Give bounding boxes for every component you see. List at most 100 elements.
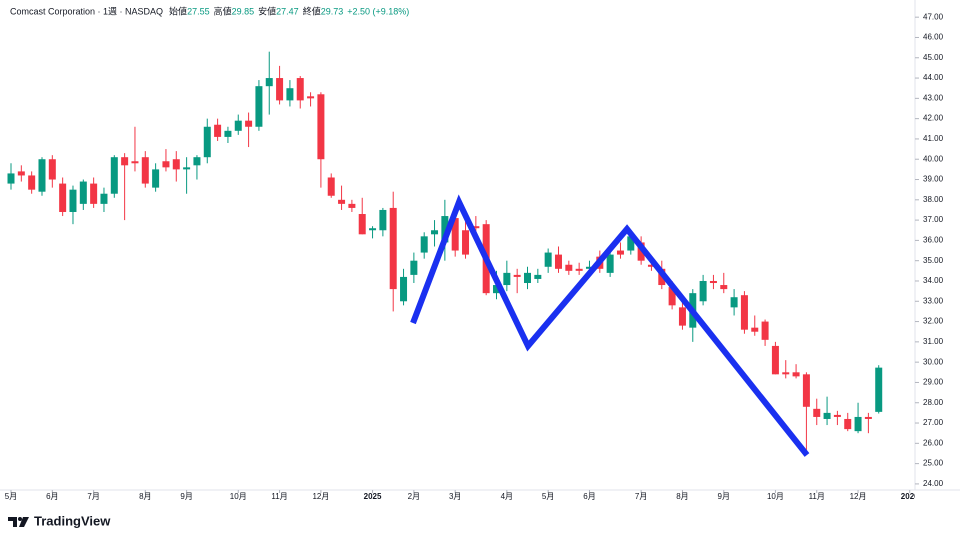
- candle-body: [875, 367, 883, 412]
- candle-body: [441, 216, 449, 243]
- logo: TradingView: [8, 513, 111, 528]
- legend-label: 始値: [169, 5, 187, 16]
- candle-body: [234, 120, 242, 131]
- x-tick-label: 6月: [46, 492, 58, 501]
- candle-body: [338, 199, 346, 204]
- legend-value: 29.73: [321, 6, 344, 16]
- candle-body: [833, 414, 841, 417]
- candle-body: [214, 124, 222, 137]
- candle-body: [296, 78, 304, 101]
- candle-body: [802, 374, 810, 407]
- y-tick-label: 31.00: [923, 337, 944, 346]
- chart-title: Comcast Corporation · 1週 · NASDAQ: [10, 6, 163, 16]
- y-tick-label: 43.00: [923, 93, 944, 102]
- candle-body: [121, 157, 129, 166]
- x-tick-label: 9月: [718, 492, 730, 501]
- x-tick-label: 11月: [271, 492, 287, 501]
- candle-body: [575, 268, 583, 271]
- y-tick-label: 42.00: [923, 114, 944, 123]
- x-tick-label: 7月: [635, 492, 647, 501]
- candle-body: [110, 157, 118, 194]
- y-tick-label: 39.00: [923, 175, 944, 184]
- x-tick-label: 8月: [676, 492, 688, 501]
- candle-body: [69, 189, 77, 212]
- candle-body: [472, 226, 480, 229]
- candle-body: [265, 78, 273, 87]
- y-tick-label: 30.00: [923, 357, 944, 366]
- y-tick-label: 32.00: [923, 317, 944, 326]
- candle-body: [554, 254, 562, 269]
- candle-body: [276, 78, 284, 101]
- y-tick-label: 47.00: [923, 12, 944, 21]
- candle-body: [358, 214, 366, 235]
- y-tick-label: 27.00: [923, 418, 944, 427]
- brand-name: TradingView: [34, 513, 111, 528]
- x-tick-label: 9月: [180, 492, 192, 501]
- candle-body: [152, 169, 160, 188]
- candle-body: [141, 157, 149, 184]
- candle-body: [90, 183, 98, 204]
- time-axis: 5月 6月 7月 8月 9月 10月 11月 12月 2025 2月 3月 4月 5月 6月 7月 8月 9月 1…: [5, 490, 915, 501]
- legend-label: 高値: [214, 5, 232, 16]
- y-tick-label: 45.00: [923, 53, 944, 62]
- legend-change: +2.50 (+9.18%): [347, 6, 409, 16]
- candle-body: [100, 193, 108, 204]
- y-tick-label: 40.00: [923, 154, 944, 163]
- x-tick-label: 4月: [501, 492, 513, 501]
- legend-label: 安値: [258, 5, 276, 16]
- candle-body: [255, 86, 263, 127]
- candle-body: [616, 250, 624, 255]
- candle-body: [431, 230, 439, 235]
- candle-body: [854, 416, 862, 432]
- candle-body: [462, 230, 470, 255]
- candle-body: [513, 274, 521, 277]
- candle-body: [627, 236, 635, 251]
- candle-body: [307, 96, 315, 99]
- y-tick-label: 37.00: [923, 215, 944, 224]
- y-tick-label: 28.00: [923, 398, 944, 407]
- candle-body: [389, 207, 397, 290]
- candle-body: [844, 418, 852, 430]
- candle-body: [379, 209, 387, 231]
- candle-body: [400, 276, 408, 302]
- candle-body: [79, 181, 87, 204]
- candle-body: [585, 266, 593, 269]
- candle-body: [348, 203, 356, 208]
- candle-body: [172, 159, 180, 170]
- candle-body: [720, 285, 728, 290]
- candle-body: [203, 126, 211, 158]
- candle-body: [730, 297, 738, 308]
- candle-body: [565, 264, 573, 271]
- candle-body: [792, 372, 800, 377]
- legend-value: 27.55: [187, 6, 210, 16]
- candle-body: [317, 94, 325, 160]
- candles: [7, 51, 883, 452]
- y-tick-label: 35.00: [923, 256, 944, 265]
- y-tick-label: 44.00: [923, 73, 944, 82]
- candle-body: [813, 408, 821, 417]
- candle-body: [751, 327, 759, 332]
- candle-body: [327, 177, 335, 196]
- drawn-trendline: [410, 194, 810, 457]
- candle-body: [699, 280, 707, 302]
- candle-body: [503, 272, 511, 286]
- candle-body: [451, 218, 459, 251]
- x-tick-label: 10月: [230, 492, 247, 501]
- x-tick-label: 12月: [312, 492, 329, 501]
- y-tick-label: 46.00: [923, 33, 944, 42]
- candle-body: [183, 167, 191, 170]
- y-tick-label: 24.00: [923, 479, 944, 488]
- logo-icon: [19, 517, 29, 527]
- logo-icon: [8, 517, 17, 527]
- legend-value: 27.47: [276, 6, 299, 16]
- x-tick-label: 2025: [364, 492, 382, 501]
- candle-body: [493, 285, 501, 294]
- candle-body: [678, 307, 686, 326]
- candle-body: [17, 171, 25, 176]
- candle-body: [823, 412, 831, 419]
- candle-body: [286, 88, 294, 101]
- y-tick-label: 38.00: [923, 195, 944, 204]
- x-tick-label: 6月: [583, 492, 595, 501]
- x-tick-label: 11月: [809, 492, 825, 501]
